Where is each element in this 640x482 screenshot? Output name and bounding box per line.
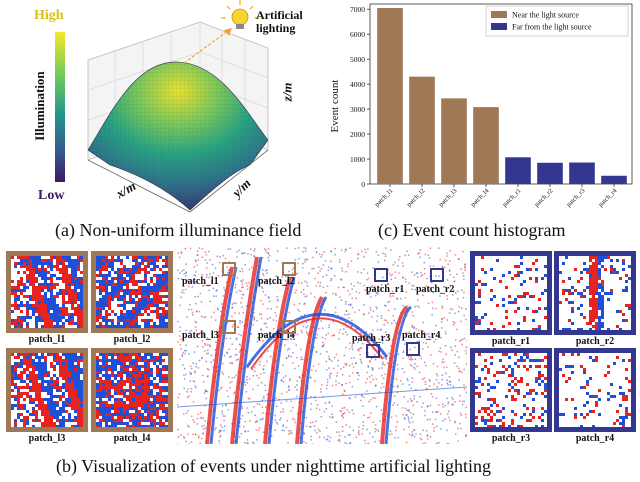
x-tick-label: patch_l4 <box>470 187 491 208</box>
scene-label-patch_l3: patch_l3 <box>182 330 219 341</box>
scene-label-patch_l4: patch_l4 <box>258 330 295 341</box>
patch-label-patch_r2: patch_r2 <box>575 336 615 347</box>
patch-label-patch_l2: patch_l2 <box>113 334 151 345</box>
legend-entry: Far from the light source <box>512 23 592 32</box>
patch-image <box>11 353 83 427</box>
y-tick-label: 3000 <box>350 105 365 114</box>
legend-swatch <box>491 11 507 18</box>
scene-box-patch_r4 <box>406 342 420 356</box>
scene-box-patch_r2 <box>430 268 444 282</box>
event-scene-image <box>177 247 467 444</box>
patch-tile-patch_l1 <box>6 251 88 333</box>
x-tick-label: patch_r1 <box>501 187 522 208</box>
patch-label-patch_r1: patch_r1 <box>491 336 531 347</box>
legend-entry: Near the light source <box>512 11 579 20</box>
arrow-head <box>224 28 232 36</box>
y-tick-label: 7000 <box>350 5 365 14</box>
y-tick-label: 4000 <box>350 80 365 89</box>
y-tick-label: 6000 <box>350 30 365 39</box>
scene-label-patch_r4: patch_r4 <box>402 330 441 341</box>
patch-image <box>559 256 631 330</box>
chart-legend: Near the light source Far from the light … <box>485 5 629 37</box>
y-tick-label: 5000 <box>350 55 365 64</box>
bar-patch_l3 <box>441 98 467 184</box>
caption-b: (b) Visualization of events under nightt… <box>56 456 491 476</box>
patch-label-patch_l1: patch_l1 <box>28 334 66 345</box>
patch-image <box>475 353 547 427</box>
patch-tile-patch_r1 <box>470 251 552 335</box>
patch-image <box>96 353 168 427</box>
patch-image <box>559 353 631 427</box>
illuminance-figure <box>55 0 269 213</box>
scene-label-patch_r1: patch_r1 <box>366 284 405 295</box>
scene-label-patch_r3: patch_r3 <box>352 333 391 344</box>
y-tick-label: 2000 <box>350 130 365 139</box>
legend-swatch <box>491 23 507 30</box>
caption-c: (c) Event count histogram <box>378 220 566 240</box>
event-scene <box>177 247 467 444</box>
patch-label-patch_r4: patch_r4 <box>575 433 615 444</box>
scene-label-patch_l1: patch_l1 <box>182 276 219 287</box>
patch-label-patch_l4: patch_l4 <box>113 433 151 444</box>
bar-patch_r1 <box>505 157 531 184</box>
x-tick-label: patch_l2 <box>406 187 427 208</box>
patch-tile-patch_l4 <box>91 348 173 432</box>
bar-patch_r2 <box>537 162 563 184</box>
lamp-label: Artificial lighting <box>256 8 303 35</box>
bar-patch_l2 <box>409 76 435 184</box>
scene-label-patch_r2: patch_r2 <box>416 284 455 295</box>
patch-label-patch_l3: patch_l3 <box>28 433 66 444</box>
bar-patch_r3 <box>569 162 595 184</box>
colorbar-title: Illumination <box>32 71 47 141</box>
patch-tile-patch_r4 <box>554 348 636 432</box>
x-tick-label: patch_r3 <box>565 187 586 208</box>
bar-patch_l1 <box>377 7 403 185</box>
scene-box-patch_l3 <box>222 320 236 334</box>
patch-image <box>96 256 168 328</box>
x-tick-label: patch_l3 <box>438 187 459 208</box>
patch-tile-patch_r3 <box>470 348 552 432</box>
surface-mesh <box>88 61 268 210</box>
z-axis-label: z/m <box>279 82 295 102</box>
scene-box-patch_l4 <box>282 320 296 334</box>
light-arrow <box>179 27 233 67</box>
y-tick-label: 1000 <box>350 155 365 164</box>
patch-image <box>11 256 83 328</box>
box-edges <box>87 149 269 213</box>
legend-box <box>485 5 629 37</box>
patch-image <box>475 256 547 330</box>
colorbar <box>55 32 65 182</box>
x-tick-label: patch_r4 <box>597 187 619 209</box>
x-tick-label: patch_l1 <box>374 187 395 208</box>
caption-a: (a) Non-uniform illuminance field <box>55 220 302 240</box>
patch-tile-patch_l2 <box>91 251 173 333</box>
y-tick-label: 0 <box>361 180 365 189</box>
chart-frame <box>369 3 633 185</box>
event-count-histogram: 0 1000 2000 3000 4000 5000 6000 7000 patch_l1 pat… <box>350 3 633 209</box>
patch-tile-patch_l3 <box>6 348 88 432</box>
colorbar-low-label: Low <box>38 188 65 203</box>
bar-patch_l4 <box>473 107 499 184</box>
patch-label-patch_r3: patch_r3 <box>491 433 531 444</box>
scene-box-patch_r3 <box>366 344 380 358</box>
scene-label-patch_l2: patch_l2 <box>258 276 295 287</box>
scene-box-patch_r1 <box>374 268 388 282</box>
scene-box-patch_l1 <box>222 262 236 276</box>
scene-box-patch_l2 <box>282 262 296 276</box>
colorbar-high-label: High <box>34 8 64 23</box>
x-tick-label: patch_r2 <box>533 187 554 208</box>
bar-patch_r4 <box>601 175 627 184</box>
light-bulb-icon <box>221 0 259 29</box>
patch-tile-patch_r2 <box>554 251 636 335</box>
